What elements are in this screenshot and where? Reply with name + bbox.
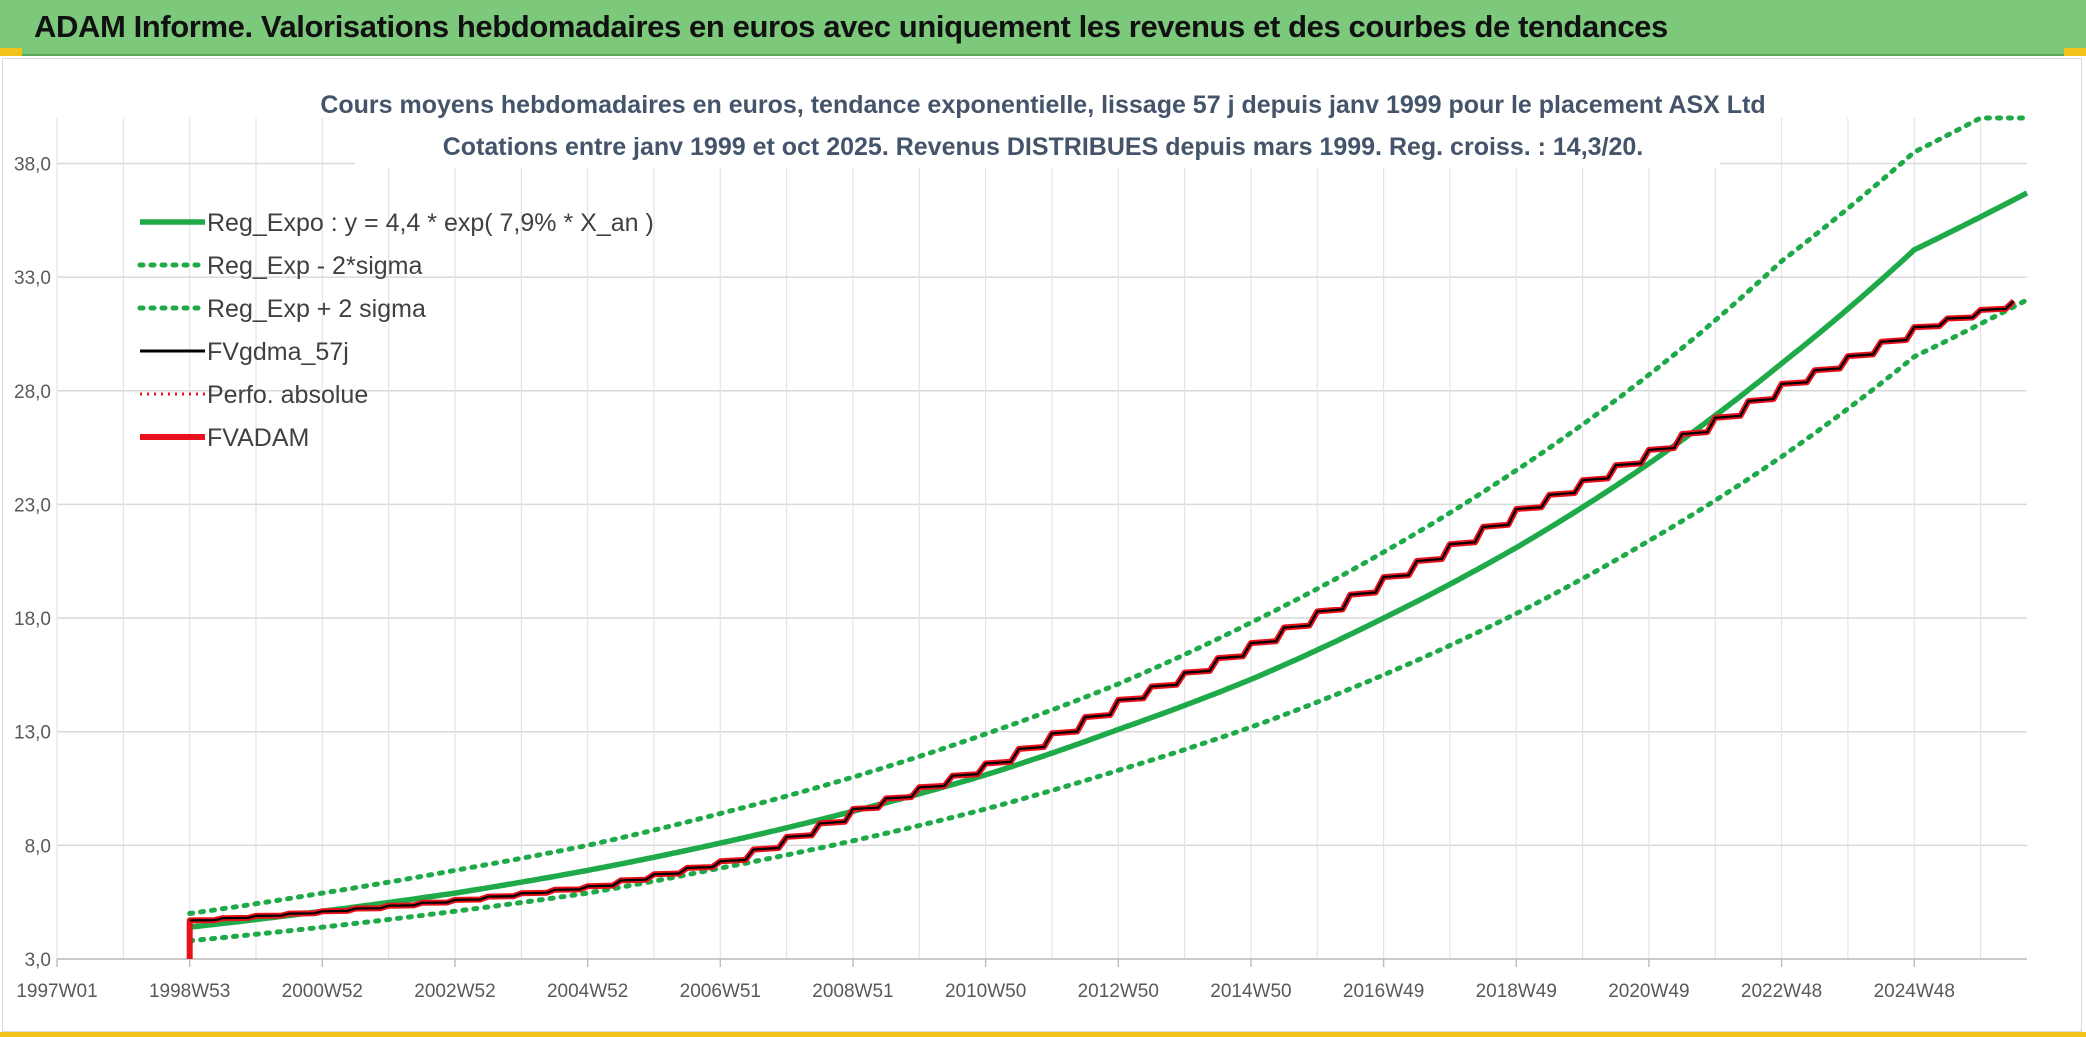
legend-label-3: FVgdma_57j: [207, 338, 349, 366]
x-tick-label: 2016W49: [1343, 981, 1424, 1002]
x-tick-label: 2018W49: [1476, 981, 1557, 1002]
x-tick-label: 2010W50: [945, 981, 1026, 1002]
series-line-3: [189, 300, 2015, 922]
chart-title-line1: Cours moyens hebdomadaires en euros, ten…: [320, 91, 1765, 119]
series-line-2: [187, 115, 2030, 916]
banner-corner-left: [0, 48, 22, 56]
x-tick-label: 2014W50: [1210, 981, 1291, 1002]
legend-label-2: Reg_Exp + 2 sigma: [207, 295, 426, 323]
grid-lines: [56, 118, 2027, 960]
y-tick-label: 38,0: [14, 154, 51, 175]
x-tick-label: 2002W52: [414, 981, 495, 1002]
axes: 3,0 8,0 13,0 18,0 23,0 28,0 33,0 38,0 1997W01 199…: [14, 154, 2027, 1002]
legend-label-5: FVADAM: [207, 424, 309, 452]
y-tick-label: 3,0: [25, 950, 51, 971]
banner-corner-right: [2064, 48, 2086, 56]
x-tick-label: 2004W52: [547, 981, 628, 1002]
x-tick-label: 2000W52: [282, 981, 363, 1002]
series-line-1: [187, 297, 2030, 944]
legend-label-4: Perfo. absolue: [207, 381, 368, 409]
series-lines: [186, 115, 2030, 959]
bottom-accent-strip: [0, 1032, 2086, 1037]
x-tick-label: 2012W50: [1078, 981, 1159, 1002]
y-tick-label: 33,0: [14, 268, 51, 289]
y-tick-label: 28,0: [14, 382, 51, 403]
y-tick-label: 23,0: [14, 495, 51, 516]
x-tick-label: 1998W53: [149, 981, 230, 1002]
x-tick-label: 2022W48: [1741, 981, 1822, 1002]
x-tick-label: 2008W51: [812, 981, 893, 1002]
x-tick-label: 1997W01: [16, 981, 97, 1002]
y-tick-label: 8,0: [25, 836, 51, 857]
y-tick-label: 13,0: [14, 723, 51, 744]
chart-title-line2: Cotations entre janv 1999 et oct 2025. R…: [443, 133, 1644, 161]
y-tick-label: 18,0: [14, 609, 51, 630]
x-tick-label: 2024W48: [1874, 981, 1955, 1002]
page-title: ADAM Informe. Valorisations hebdomadaire…: [34, 9, 1668, 44]
legend: Reg_Expo : y = 4,4 * exp( 7,9% * X_an ) R…: [137, 209, 654, 452]
title-backdrop: [355, 80, 1720, 168]
x-tick-label: 2006W51: [680, 981, 761, 1002]
x-tick-label: 2020W49: [1608, 981, 1689, 1002]
chart-frame: [2, 58, 2082, 1032]
legend-label-1: Reg_Exp - 2*sigma: [207, 252, 422, 280]
legend-label-0: Reg_Expo : y = 4,4 * exp( 7,9% * X_an ): [207, 209, 654, 237]
title-banner: ADAM Informe. Valorisations hebdomadaire…: [0, 0, 2086, 56]
series-line-0: [189, 190, 2029, 930]
